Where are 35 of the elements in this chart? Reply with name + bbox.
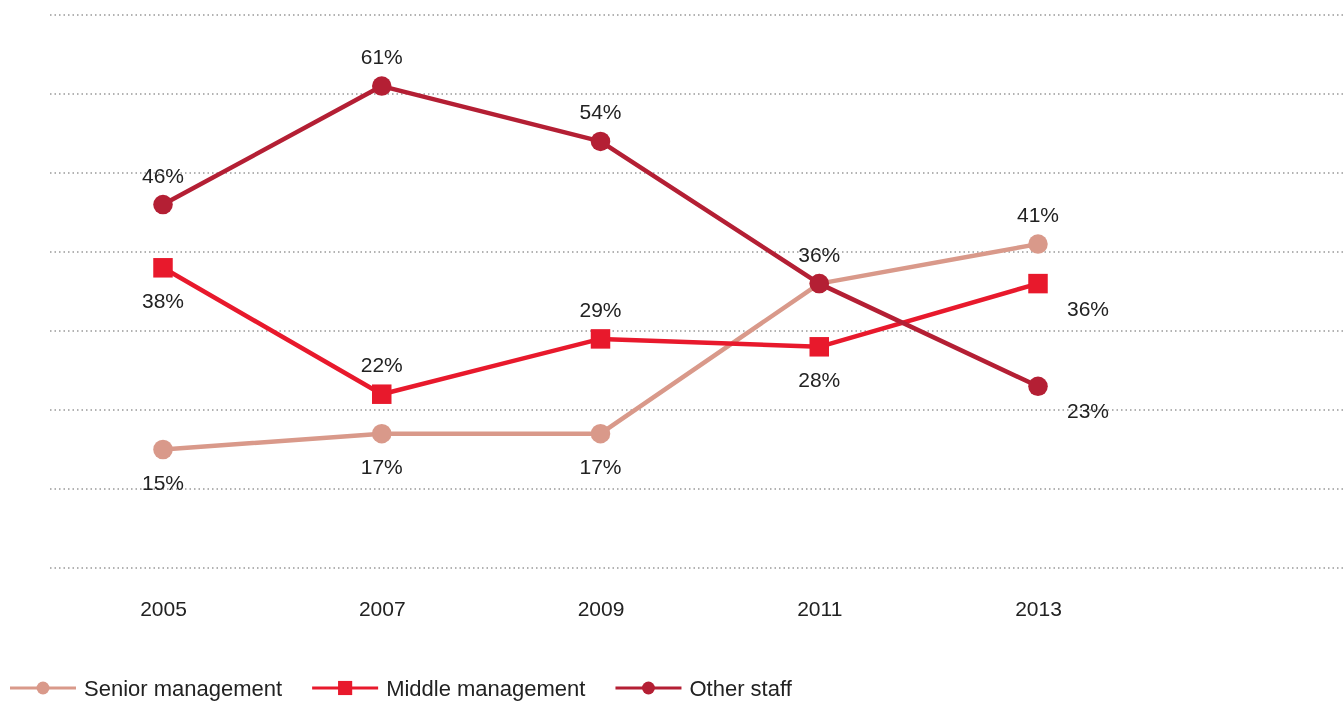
point (809, 337, 829, 357)
point (153, 258, 173, 278)
legend-label: Other staff (689, 676, 793, 701)
data-label: 36% (1066, 296, 1110, 320)
point (153, 439, 173, 460)
x-tick-label: 2009 (577, 596, 625, 620)
data-label: 41% (1016, 203, 1060, 227)
data-label: 61% (360, 45, 403, 69)
data-label: 23% (1066, 399, 1110, 423)
point (1028, 376, 1048, 397)
point (371, 76, 392, 96)
x-tick-label: 2005 (140, 596, 187, 620)
data-label: 54% (579, 100, 622, 124)
x-tick-label: 2011 (797, 596, 843, 620)
point (372, 384, 392, 404)
data-label: 17% (579, 454, 622, 478)
point (590, 423, 611, 444)
point (1028, 273, 1048, 294)
point (153, 194, 173, 215)
data-label: 38% (141, 288, 185, 312)
x-tick-label: 2013 (1015, 596, 1062, 620)
data-label: 29% (579, 297, 622, 321)
point (371, 423, 392, 444)
data-label: 28% (798, 367, 841, 391)
point (1028, 234, 1048, 254)
legend-label: Middle management (386, 676, 586, 701)
legend-label: Senior management (84, 676, 283, 701)
data-label: 46% (141, 163, 185, 187)
data-label: 22% (360, 353, 403, 377)
data-label: 36% (798, 242, 841, 266)
point (590, 131, 611, 152)
point (590, 329, 611, 349)
data-label: 15% (141, 470, 185, 494)
data-label: 17% (360, 454, 403, 478)
x-tick-label: 2007 (358, 596, 406, 620)
